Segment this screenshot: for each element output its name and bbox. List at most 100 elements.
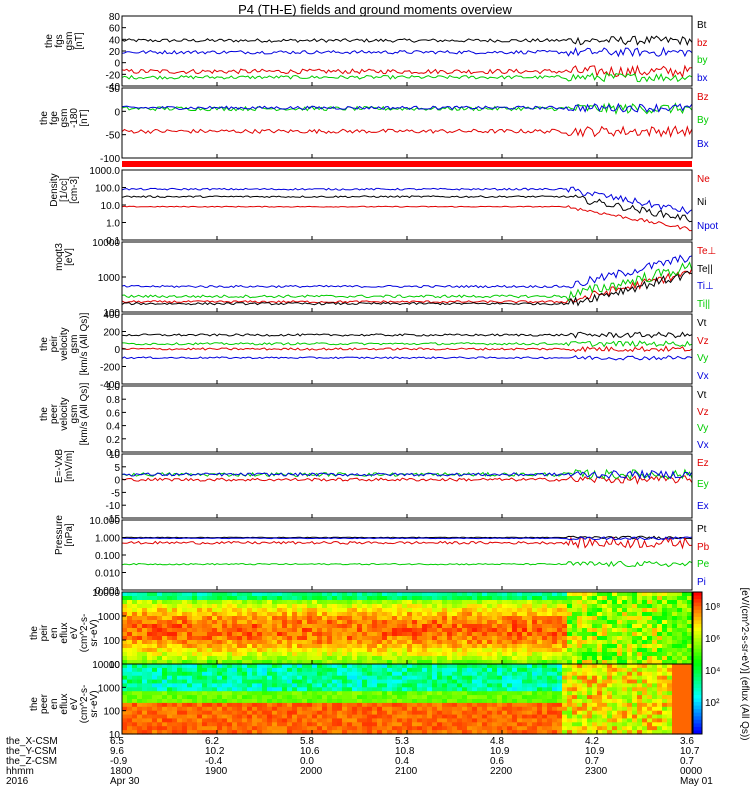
spectrogram-cell bbox=[447, 679, 453, 685]
spectrogram-cell bbox=[122, 620, 128, 625]
spectrogram-cell bbox=[622, 636, 628, 641]
spectrogram-cell bbox=[517, 718, 523, 723]
spectrogram-cell bbox=[437, 640, 443, 645]
spectrogram-cell bbox=[242, 648, 248, 653]
spectrogram-cell bbox=[297, 592, 303, 597]
spectrogram-cell bbox=[197, 652, 203, 657]
spectrogram-cell bbox=[507, 612, 513, 617]
spectrogram-cell bbox=[647, 722, 653, 727]
spectrogram-cell bbox=[207, 620, 213, 625]
spectrogram-cell bbox=[652, 706, 658, 712]
spectrogram-cell bbox=[302, 683, 308, 688]
spectrogram-cell bbox=[357, 660, 363, 665]
spectrogram-cell bbox=[547, 628, 553, 633]
spectrogram-cell bbox=[272, 648, 278, 653]
spectrogram-cell bbox=[647, 695, 653, 700]
spectrogram-cell bbox=[282, 730, 288, 735]
spectrogram-cell bbox=[587, 592, 593, 597]
spectrogram-cell bbox=[307, 604, 313, 609]
y-tick-label: 80 bbox=[109, 12, 121, 23]
spectrogram-cell bbox=[682, 687, 688, 692]
spectrogram-cell bbox=[532, 652, 538, 657]
spectrogram-cell bbox=[637, 616, 643, 621]
spectrogram-cell bbox=[182, 604, 188, 609]
spectrogram-cell bbox=[212, 604, 218, 609]
spectrogram-cell bbox=[377, 612, 383, 617]
spectrogram-cell bbox=[562, 652, 568, 657]
spectrogram-cell bbox=[617, 675, 623, 681]
spectrogram-cell bbox=[172, 616, 178, 621]
spectrogram-cell bbox=[422, 726, 428, 731]
spectrogram-cell bbox=[382, 624, 388, 629]
spectrogram-cell bbox=[177, 600, 183, 605]
spectrogram-cell bbox=[242, 702, 248, 708]
spectrogram-cell bbox=[577, 636, 583, 641]
spectrogram-cell bbox=[132, 636, 138, 641]
spectrogram-cell bbox=[287, 612, 293, 617]
spectrogram-cell bbox=[367, 648, 373, 653]
spectrogram-cell bbox=[427, 660, 433, 665]
spectrogram-cell bbox=[657, 695, 663, 700]
spectrogram-cell bbox=[467, 687, 473, 692]
spectrogram-cell bbox=[587, 679, 593, 685]
spectrogram-cell bbox=[602, 671, 608, 677]
colorbar-cell bbox=[693, 592, 702, 596]
spectrogram-cell bbox=[642, 699, 648, 704]
spectrogram-cell bbox=[222, 710, 228, 716]
spectrogram-cell bbox=[357, 710, 363, 716]
spectrogram-cell bbox=[492, 600, 498, 605]
spectrogram-cell bbox=[502, 608, 508, 613]
spectrogram-cell bbox=[262, 675, 268, 681]
spectrogram-cell bbox=[222, 667, 228, 673]
spectrogram-cell bbox=[372, 671, 378, 677]
spectrogram-cell bbox=[507, 652, 513, 657]
spectrogram-cell bbox=[352, 660, 358, 665]
spectrogram-cell bbox=[577, 652, 583, 657]
spectrogram-cell bbox=[407, 636, 413, 641]
spectrogram-cell bbox=[327, 722, 333, 727]
spectrogram-cell bbox=[472, 675, 478, 681]
spectrogram-cell bbox=[447, 671, 453, 677]
spectrogram-cell bbox=[182, 710, 188, 716]
spectrogram-cell bbox=[157, 730, 163, 735]
spectrogram-cell bbox=[242, 706, 248, 712]
spectrogram-cell bbox=[587, 726, 593, 731]
spectrogram-cell bbox=[627, 608, 633, 613]
spectrogram-cell bbox=[452, 604, 458, 609]
spectrogram-cell bbox=[302, 628, 308, 633]
spectrogram-cell bbox=[492, 702, 498, 708]
spectrogram-cell bbox=[657, 679, 663, 685]
spectrogram-cell bbox=[442, 671, 448, 677]
spectrogram-cell bbox=[372, 616, 378, 621]
spectrogram-cell bbox=[282, 592, 288, 597]
spectrogram-cell bbox=[552, 687, 558, 692]
spectrogram-cell bbox=[497, 632, 503, 637]
spectrogram-cell bbox=[512, 608, 518, 613]
spectrogram-cell bbox=[557, 656, 563, 661]
spectrogram-cell bbox=[577, 616, 583, 621]
spectrogram-cell bbox=[342, 726, 348, 731]
spectrogram-cell bbox=[392, 687, 398, 692]
spectrogram-cell bbox=[257, 660, 263, 665]
legend-Ez: Ez bbox=[697, 458, 709, 469]
spectrogram-cell bbox=[222, 660, 228, 665]
spectrogram-cell bbox=[617, 679, 623, 685]
spectrogram-cell bbox=[277, 722, 283, 727]
spectrogram-cell bbox=[407, 706, 413, 712]
spectrogram-cell bbox=[177, 702, 183, 708]
spectrogram-cell bbox=[312, 714, 318, 720]
spectrogram-cell bbox=[687, 600, 693, 605]
spectrogram-cell bbox=[342, 624, 348, 629]
spectrogram-cell bbox=[372, 608, 378, 613]
spectrogram-cell bbox=[642, 604, 648, 609]
spectrogram-cell bbox=[452, 718, 458, 723]
spectrogram-cell bbox=[137, 636, 143, 641]
spectrogram-cell bbox=[612, 608, 618, 613]
spectrogram-cell bbox=[177, 664, 183, 669]
spectrogram-cell bbox=[167, 608, 173, 613]
spectrogram-cell bbox=[282, 636, 288, 641]
spectrogram-cell bbox=[652, 596, 658, 601]
spectrogram-cell bbox=[472, 624, 478, 629]
spectrogram-cell bbox=[217, 695, 223, 700]
spectrogram-cell bbox=[432, 612, 438, 617]
